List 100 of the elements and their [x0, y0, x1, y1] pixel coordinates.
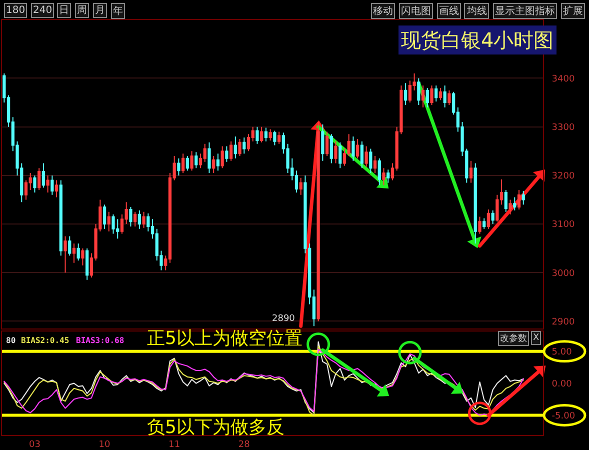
- candlestick: [129, 206, 132, 227]
- candlestick: [212, 156, 216, 174]
- candlestick: [225, 146, 228, 162]
- candlestick: [277, 131, 281, 144]
- candlestick: [216, 153, 220, 172]
- y-tick-label: 3400: [552, 74, 575, 84]
- candlestick: [208, 142, 211, 174]
- text: 现货白银4小时图: [401, 28, 554, 52]
- candlestick: [448, 90, 451, 106]
- text: 均线: [466, 5, 487, 17]
- candlestick: [352, 136, 355, 162]
- text: 画线: [439, 5, 459, 17]
- candlestick: [434, 85, 438, 102]
- candlestick: [177, 158, 180, 176]
- candlestick: [504, 190, 508, 212]
- text: 周: [77, 5, 87, 16]
- candlestick: [256, 126, 259, 144]
- candlestick: [517, 190, 521, 210]
- candlestick: [264, 127, 268, 142]
- candlestick: [42, 162, 46, 188]
- candlestick: [64, 236, 67, 274]
- candlestick: [508, 199, 512, 215]
- candlestick: [68, 236, 72, 256]
- y-tick-label: 3200: [552, 172, 575, 182]
- candlestick: [138, 210, 141, 230]
- text: 80: [6, 336, 16, 345]
- candlestick: [360, 140, 364, 169]
- candlestick: [186, 156, 189, 172]
- text: 日: [59, 5, 69, 16]
- candlestick: [316, 121, 320, 322]
- candlestick: [220, 146, 224, 169]
- text: 180: [6, 5, 26, 16]
- candlestick: [334, 140, 338, 164]
- candlestick: [404, 82, 408, 106]
- candlestick: [491, 210, 494, 225]
- candlestick: [426, 87, 429, 108]
- text: 年: [113, 5, 123, 17]
- y-tick-label: 3300: [552, 122, 575, 133]
- candlestick: [268, 128, 272, 141]
- candlestick: [107, 211, 110, 232]
- candlestick: [242, 137, 246, 154]
- candlestick: [46, 174, 50, 193]
- y-tick-label: 2900: [552, 317, 575, 328]
- candlestick: [76, 242, 80, 261]
- annotation: X: [533, 333, 540, 343]
- candlestick: [102, 204, 106, 230]
- candlestick: [238, 138, 242, 156]
- text: 240: [33, 5, 52, 16]
- ref-line-label: 正5以上为做空位置: [147, 328, 302, 349]
- candlestick: [234, 136, 237, 159]
- candlestick: [112, 214, 115, 234]
- text: 显示主图指标: [495, 5, 555, 17]
- candlestick: [364, 146, 368, 168]
- candlestick: [421, 85, 425, 108]
- candlestick: [142, 211, 146, 228]
- candlestick: [478, 216, 482, 234]
- candlestick: [369, 148, 372, 174]
- candlestick: [181, 153, 185, 174]
- candlestick: [72, 242, 76, 264]
- candlestick: [229, 140, 233, 162]
- candlestick: [325, 131, 329, 156]
- candlestick: [338, 142, 342, 169]
- candlestick: [273, 130, 276, 146]
- x-tick-label: 10: [98, 440, 111, 450]
- candlestick: [417, 78, 420, 106]
- candlestick: [443, 85, 446, 108]
- annotation: 2890: [272, 314, 296, 324]
- text: 移动: [373, 5, 393, 17]
- candlestick: [299, 177, 302, 196]
- candlestick: [260, 126, 264, 143]
- candlestick: [38, 168, 41, 191]
- text: BIAS3:0.68: [76, 336, 124, 345]
- y-tick-label: 5.00: [552, 347, 572, 358]
- y-tick-label: 3100: [552, 220, 575, 230]
- candlestick: [33, 174, 36, 193]
- candlestick: [330, 134, 333, 164]
- candlestick: [81, 248, 84, 266]
- candlestick: [482, 218, 486, 230]
- x-tick-label: 28: [238, 440, 250, 450]
- candlestick: [486, 208, 490, 230]
- text: 扩展: [563, 5, 583, 17]
- candlestick: [50, 174, 54, 196]
- text: 月: [95, 5, 105, 16]
- x-tick-label: 03: [28, 440, 40, 450]
- candlestick: [373, 156, 377, 174]
- ref-line-label: 负5以下为做多反: [147, 417, 284, 438]
- text: BIAS2:0.45: [21, 336, 70, 345]
- annotation: 改参数: [500, 333, 527, 344]
- candlestick: [86, 248, 89, 280]
- candlestick: [134, 211, 137, 227]
- candlestick: [522, 190, 525, 206]
- candlestick: [194, 152, 198, 169]
- y-tick-label: -5.00: [552, 411, 576, 422]
- y-tick-label: 3000: [552, 268, 575, 279]
- y-tick-label: 0.00: [552, 379, 572, 390]
- candlestick: [438, 87, 442, 101]
- candlestick: [190, 150, 194, 172]
- x-tick-label: 11: [168, 440, 180, 450]
- candlestick: [469, 160, 473, 184]
- candlestick: [474, 162, 477, 244]
